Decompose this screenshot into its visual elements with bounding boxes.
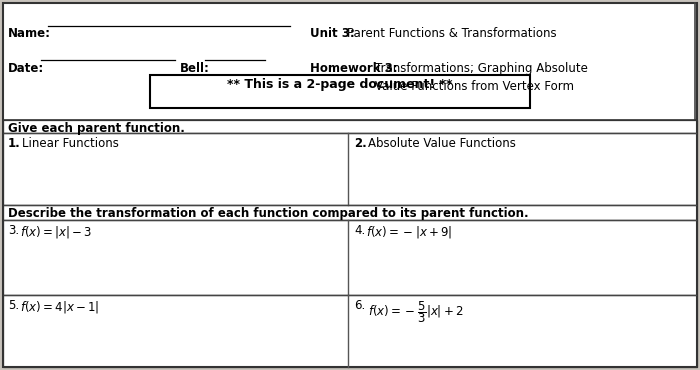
Text: Linear Functions: Linear Functions (22, 137, 119, 150)
Text: $f(x)=-\dfrac{5}{3}|x|+2$: $f(x)=-\dfrac{5}{3}|x|+2$ (368, 299, 463, 325)
Bar (3, 133, 697, 205)
Text: Give each parent function.: Give each parent function. (8, 122, 185, 135)
Text: $f(x)=|x|-3$: $f(x)=|x|-3$ (20, 224, 92, 240)
Text: 5.: 5. (8, 299, 19, 312)
Text: 6.: 6. (354, 299, 365, 312)
Text: Date:: Date: (8, 62, 44, 75)
Text: 3.: 3. (8, 224, 19, 237)
Bar (3, 120, 697, 133)
Text: $f(x)=-|x+9|$: $f(x)=-|x+9|$ (366, 224, 452, 240)
Text: Absolute Value Functions: Absolute Value Functions (368, 137, 516, 150)
Text: Transformations; Graphing Absolute: Transformations; Graphing Absolute (375, 62, 588, 75)
Bar (3, 220, 697, 295)
Text: 2.: 2. (354, 137, 367, 150)
Text: Homework 3:: Homework 3: (310, 62, 398, 75)
Text: 1.: 1. (8, 137, 21, 150)
Bar (150, 75, 530, 108)
Bar (3, 295, 697, 367)
Text: Value Functions from Vertex Form: Value Functions from Vertex Form (375, 80, 574, 93)
Bar (3, 205, 697, 220)
Text: 4.: 4. (354, 224, 365, 237)
Text: $f(x)=4|x-1|$: $f(x)=4|x-1|$ (20, 299, 99, 315)
Text: Unit 3:: Unit 3: (310, 27, 355, 40)
Text: ** This is a 2-page document! **: ** This is a 2-page document! ** (228, 78, 453, 91)
Text: Describe the transformation of each function compared to its parent function.: Describe the transformation of each func… (8, 207, 528, 220)
Text: Parent Functions & Transformations: Parent Functions & Transformations (347, 27, 556, 40)
Text: Bell:: Bell: (180, 62, 210, 75)
Text: Name:: Name: (8, 27, 51, 40)
